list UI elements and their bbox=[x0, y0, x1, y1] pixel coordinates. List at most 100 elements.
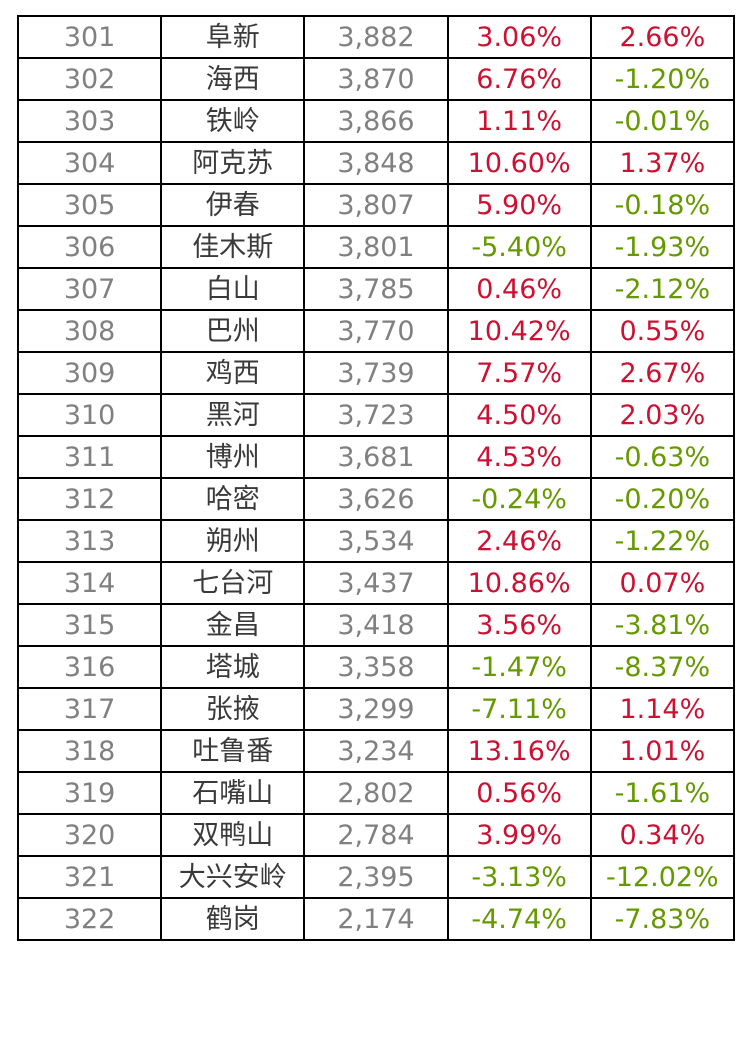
city-name-cell: 塔城 bbox=[160, 645, 306, 689]
city-name-cell: 吐鲁番 bbox=[160, 729, 306, 773]
city-name-cell: 巴州 bbox=[160, 309, 306, 353]
change-percent-cell-1: -3.13% bbox=[446, 855, 592, 899]
table-row: 303 铁岭 3,866 1.11% -0.01% bbox=[16, 99, 736, 143]
rank-cell: 313 bbox=[16, 519, 163, 563]
city-name-cell: 鸡西 bbox=[160, 351, 306, 395]
price-value-cell: 3,785 bbox=[303, 267, 449, 311]
rank-cell: 310 bbox=[16, 393, 163, 437]
rank-cell: 302 bbox=[16, 57, 163, 101]
change-percent-cell-2: -0.63% bbox=[589, 435, 736, 479]
rank-cell: 301 bbox=[16, 15, 163, 59]
city-name-cell: 石嘴山 bbox=[160, 771, 306, 815]
change-percent-cell-2: -0.20% bbox=[589, 477, 736, 521]
change-percent-cell-2: -1.93% bbox=[589, 225, 736, 269]
change-percent-cell-2: -1.22% bbox=[589, 519, 736, 563]
table-row: 321 大兴安岭 2,395 -3.13% -12.02% bbox=[16, 855, 736, 899]
table-row: 312 哈密 3,626 -0.24% -0.20% bbox=[16, 477, 736, 521]
change-percent-cell-2: 0.55% bbox=[589, 309, 736, 353]
price-value-cell: 3,437 bbox=[303, 561, 449, 605]
change-percent-cell-1: 13.16% bbox=[446, 729, 592, 773]
change-percent-cell-1: -5.40% bbox=[446, 225, 592, 269]
rank-cell: 314 bbox=[16, 561, 163, 605]
change-percent-cell-1: 0.46% bbox=[446, 267, 592, 311]
change-percent-cell-2: 2.03% bbox=[589, 393, 736, 437]
rank-cell: 307 bbox=[16, 267, 163, 311]
rank-cell: 317 bbox=[16, 687, 163, 731]
price-value-cell: 2,802 bbox=[303, 771, 449, 815]
table-row: 314 七台河 3,437 10.86% 0.07% bbox=[16, 561, 736, 605]
price-value-cell: 2,784 bbox=[303, 813, 449, 857]
table-row: 319 石嘴山 2,802 0.56% -1.61% bbox=[16, 771, 736, 815]
change-percent-cell-2: -0.01% bbox=[589, 99, 736, 143]
city-name-cell: 金昌 bbox=[160, 603, 306, 647]
change-percent-cell-1: 2.46% bbox=[446, 519, 592, 563]
price-value-cell: 3,770 bbox=[303, 309, 449, 353]
price-value-cell: 3,681 bbox=[303, 435, 449, 479]
city-name-cell: 伊春 bbox=[160, 183, 306, 227]
change-percent-cell-1: 4.53% bbox=[446, 435, 592, 479]
rank-cell: 306 bbox=[16, 225, 163, 269]
table-row: 317 张掖 3,299 -7.11% 1.14% bbox=[16, 687, 736, 731]
table-row: 311 博州 3,681 4.53% -0.63% bbox=[16, 435, 736, 479]
city-name-cell: 白山 bbox=[160, 267, 306, 311]
rank-cell: 318 bbox=[16, 729, 163, 773]
price-value-cell: 3,534 bbox=[303, 519, 449, 563]
change-percent-cell-2: 1.37% bbox=[589, 141, 736, 185]
price-value-cell: 2,174 bbox=[303, 897, 449, 941]
table-row: 310 黑河 3,723 4.50% 2.03% bbox=[16, 393, 736, 437]
price-value-cell: 3,358 bbox=[303, 645, 449, 689]
price-value-cell: 3,882 bbox=[303, 15, 449, 59]
change-percent-cell-1: 10.60% bbox=[446, 141, 592, 185]
city-name-cell: 海西 bbox=[160, 57, 306, 101]
price-value-cell: 2,395 bbox=[303, 855, 449, 899]
rank-cell: 303 bbox=[16, 99, 163, 143]
price-value-cell: 3,299 bbox=[303, 687, 449, 731]
city-name-cell: 鹤岗 bbox=[160, 897, 306, 941]
table-row: 309 鸡西 3,739 7.57% 2.67% bbox=[16, 351, 736, 395]
table-row: 304 阿克苏 3,848 10.60% 1.37% bbox=[16, 141, 736, 185]
rank-cell: 305 bbox=[16, 183, 163, 227]
city-name-cell: 博州 bbox=[160, 435, 306, 479]
rank-cell: 320 bbox=[16, 813, 163, 857]
city-name-cell: 张掖 bbox=[160, 687, 306, 731]
table-row: 318 吐鲁番 3,234 13.16% 1.01% bbox=[16, 729, 736, 773]
city-name-cell: 朔州 bbox=[160, 519, 306, 563]
rank-cell: 308 bbox=[16, 309, 163, 353]
price-value-cell: 3,807 bbox=[303, 183, 449, 227]
price-value-cell: 3,418 bbox=[303, 603, 449, 647]
change-percent-cell-2: -1.20% bbox=[589, 57, 736, 101]
change-percent-cell-1: 3.99% bbox=[446, 813, 592, 857]
rank-cell: 311 bbox=[16, 435, 163, 479]
table-row: 308 巴州 3,770 10.42% 0.55% bbox=[16, 309, 736, 353]
change-percent-cell-1: 3.06% bbox=[446, 15, 592, 59]
city-name-cell: 铁岭 bbox=[160, 99, 306, 143]
change-percent-cell-1: 3.56% bbox=[446, 603, 592, 647]
change-percent-cell-2: 0.34% bbox=[589, 813, 736, 857]
city-name-cell: 黑河 bbox=[160, 393, 306, 437]
city-name-cell: 大兴安岭 bbox=[160, 855, 306, 899]
change-percent-cell-2: 1.01% bbox=[589, 729, 736, 773]
change-percent-cell-2: -3.81% bbox=[589, 603, 736, 647]
change-percent-cell-1: 10.86% bbox=[446, 561, 592, 605]
change-percent-cell-1: -7.11% bbox=[446, 687, 592, 731]
city-name-cell: 阜新 bbox=[160, 15, 306, 59]
rank-cell: 322 bbox=[16, 897, 163, 941]
change-percent-cell-1: -0.24% bbox=[446, 477, 592, 521]
change-percent-cell-2: 1.14% bbox=[589, 687, 736, 731]
rank-cell: 315 bbox=[16, 603, 163, 647]
table-row: 302 海西 3,870 6.76% -1.20% bbox=[16, 57, 736, 101]
change-percent-cell-1: 5.90% bbox=[446, 183, 592, 227]
change-percent-cell-2: 0.07% bbox=[589, 561, 736, 605]
change-percent-cell-1: 6.76% bbox=[446, 57, 592, 101]
change-percent-cell-1: -4.74% bbox=[446, 897, 592, 941]
change-percent-cell-1: 7.57% bbox=[446, 351, 592, 395]
table-row: 313 朔州 3,534 2.46% -1.22% bbox=[16, 519, 736, 563]
price-value-cell: 3,870 bbox=[303, 57, 449, 101]
price-value-cell: 3,234 bbox=[303, 729, 449, 773]
price-value-cell: 3,626 bbox=[303, 477, 449, 521]
city-name-cell: 阿克苏 bbox=[160, 141, 306, 185]
table-row: 301 阜新 3,882 3.06% 2.66% bbox=[16, 15, 736, 59]
city-price-ranking-table: 301 阜新 3,882 3.06% 2.66% 302 海西 3,870 6.… bbox=[16, 15, 736, 941]
change-percent-cell-2: -12.02% bbox=[589, 855, 736, 899]
